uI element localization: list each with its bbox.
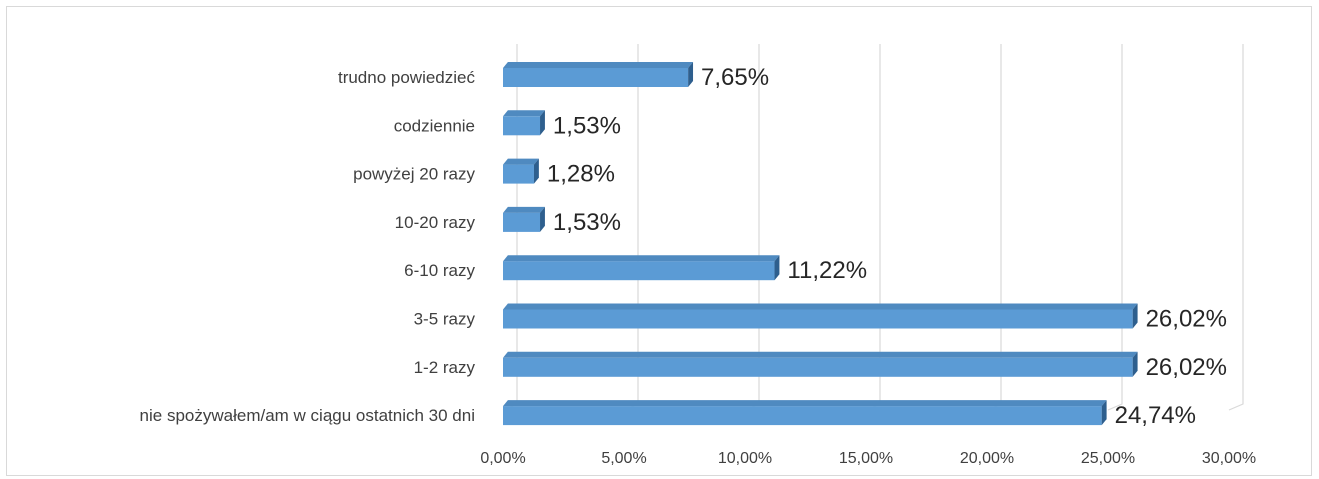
bar xyxy=(503,357,1133,377)
data-label: 11,22% xyxy=(787,257,867,284)
bar-side-face xyxy=(1132,351,1138,377)
bar-top-face xyxy=(503,255,780,262)
bar-top-face xyxy=(503,400,1107,407)
bar-top-face xyxy=(503,158,539,165)
bar-side-face xyxy=(540,206,545,232)
x-tick-label: 5,00% xyxy=(601,450,646,467)
bar xyxy=(503,309,1133,329)
data-labels: 7,65% 1,53% 1,28% 1,53% 11,22% 26,02% 26,02% 24… xyxy=(547,64,1227,429)
bar-top-face xyxy=(503,206,545,213)
category-label: 3-5 razy xyxy=(414,310,476,329)
bar xyxy=(503,261,775,281)
data-label: 1,53% xyxy=(553,112,621,139)
bar xyxy=(503,164,534,184)
category-label: trudno powiedzieć xyxy=(338,68,476,87)
x-tick-label: 30,00% xyxy=(1202,450,1256,467)
bar xyxy=(503,116,541,136)
bar xyxy=(503,406,1102,426)
category-label: 6-10 razy xyxy=(404,261,475,280)
gridline xyxy=(1228,44,1244,411)
category-label: 1-2 razy xyxy=(414,358,476,377)
bar-side-face xyxy=(533,158,539,184)
data-label: 1,53% xyxy=(553,209,621,236)
bar-side-face xyxy=(1132,303,1138,329)
data-label: 24,74% xyxy=(1115,402,1196,429)
data-label: 26,02% xyxy=(1146,354,1227,381)
x-tick-label: 15,00% xyxy=(839,450,893,467)
bar xyxy=(503,68,689,87)
x-tick-label: 0,00% xyxy=(480,450,525,467)
category-label: codziennie xyxy=(394,116,475,135)
x-tick-label: 20,00% xyxy=(960,450,1014,467)
bar-side-face xyxy=(540,110,545,136)
x-tick-label: 25,00% xyxy=(1081,450,1135,467)
category-label: 10-20 razy xyxy=(395,213,476,232)
bar-top-face xyxy=(503,110,545,117)
bar-top-face xyxy=(503,351,1138,358)
bar-side-face xyxy=(774,255,780,281)
category-label: powyżej 20 razy xyxy=(353,165,475,184)
bar-side-face xyxy=(688,62,694,87)
bars xyxy=(503,62,1138,426)
data-label: 1,28% xyxy=(547,161,615,188)
data-label: 7,65% xyxy=(701,64,769,91)
category-label: nie spożywałem/am w ciągu ostatnich 30 d… xyxy=(140,406,475,425)
x-axis-tick-labels: 0,00% 5,00% 10,00% 15,00% 20,00% 25,00% 30,00% xyxy=(480,450,1256,467)
bar-top-face xyxy=(503,303,1138,310)
x-tick-label: 10,00% xyxy=(718,450,772,467)
bar-top-face xyxy=(503,62,694,68)
bar xyxy=(503,212,541,232)
data-label: 26,02% xyxy=(1146,306,1227,333)
bar-side-face xyxy=(1101,400,1107,426)
gridline xyxy=(1107,44,1123,411)
category-labels: trudno powiedzieć codziennie powyżej 20 ra… xyxy=(140,68,476,425)
